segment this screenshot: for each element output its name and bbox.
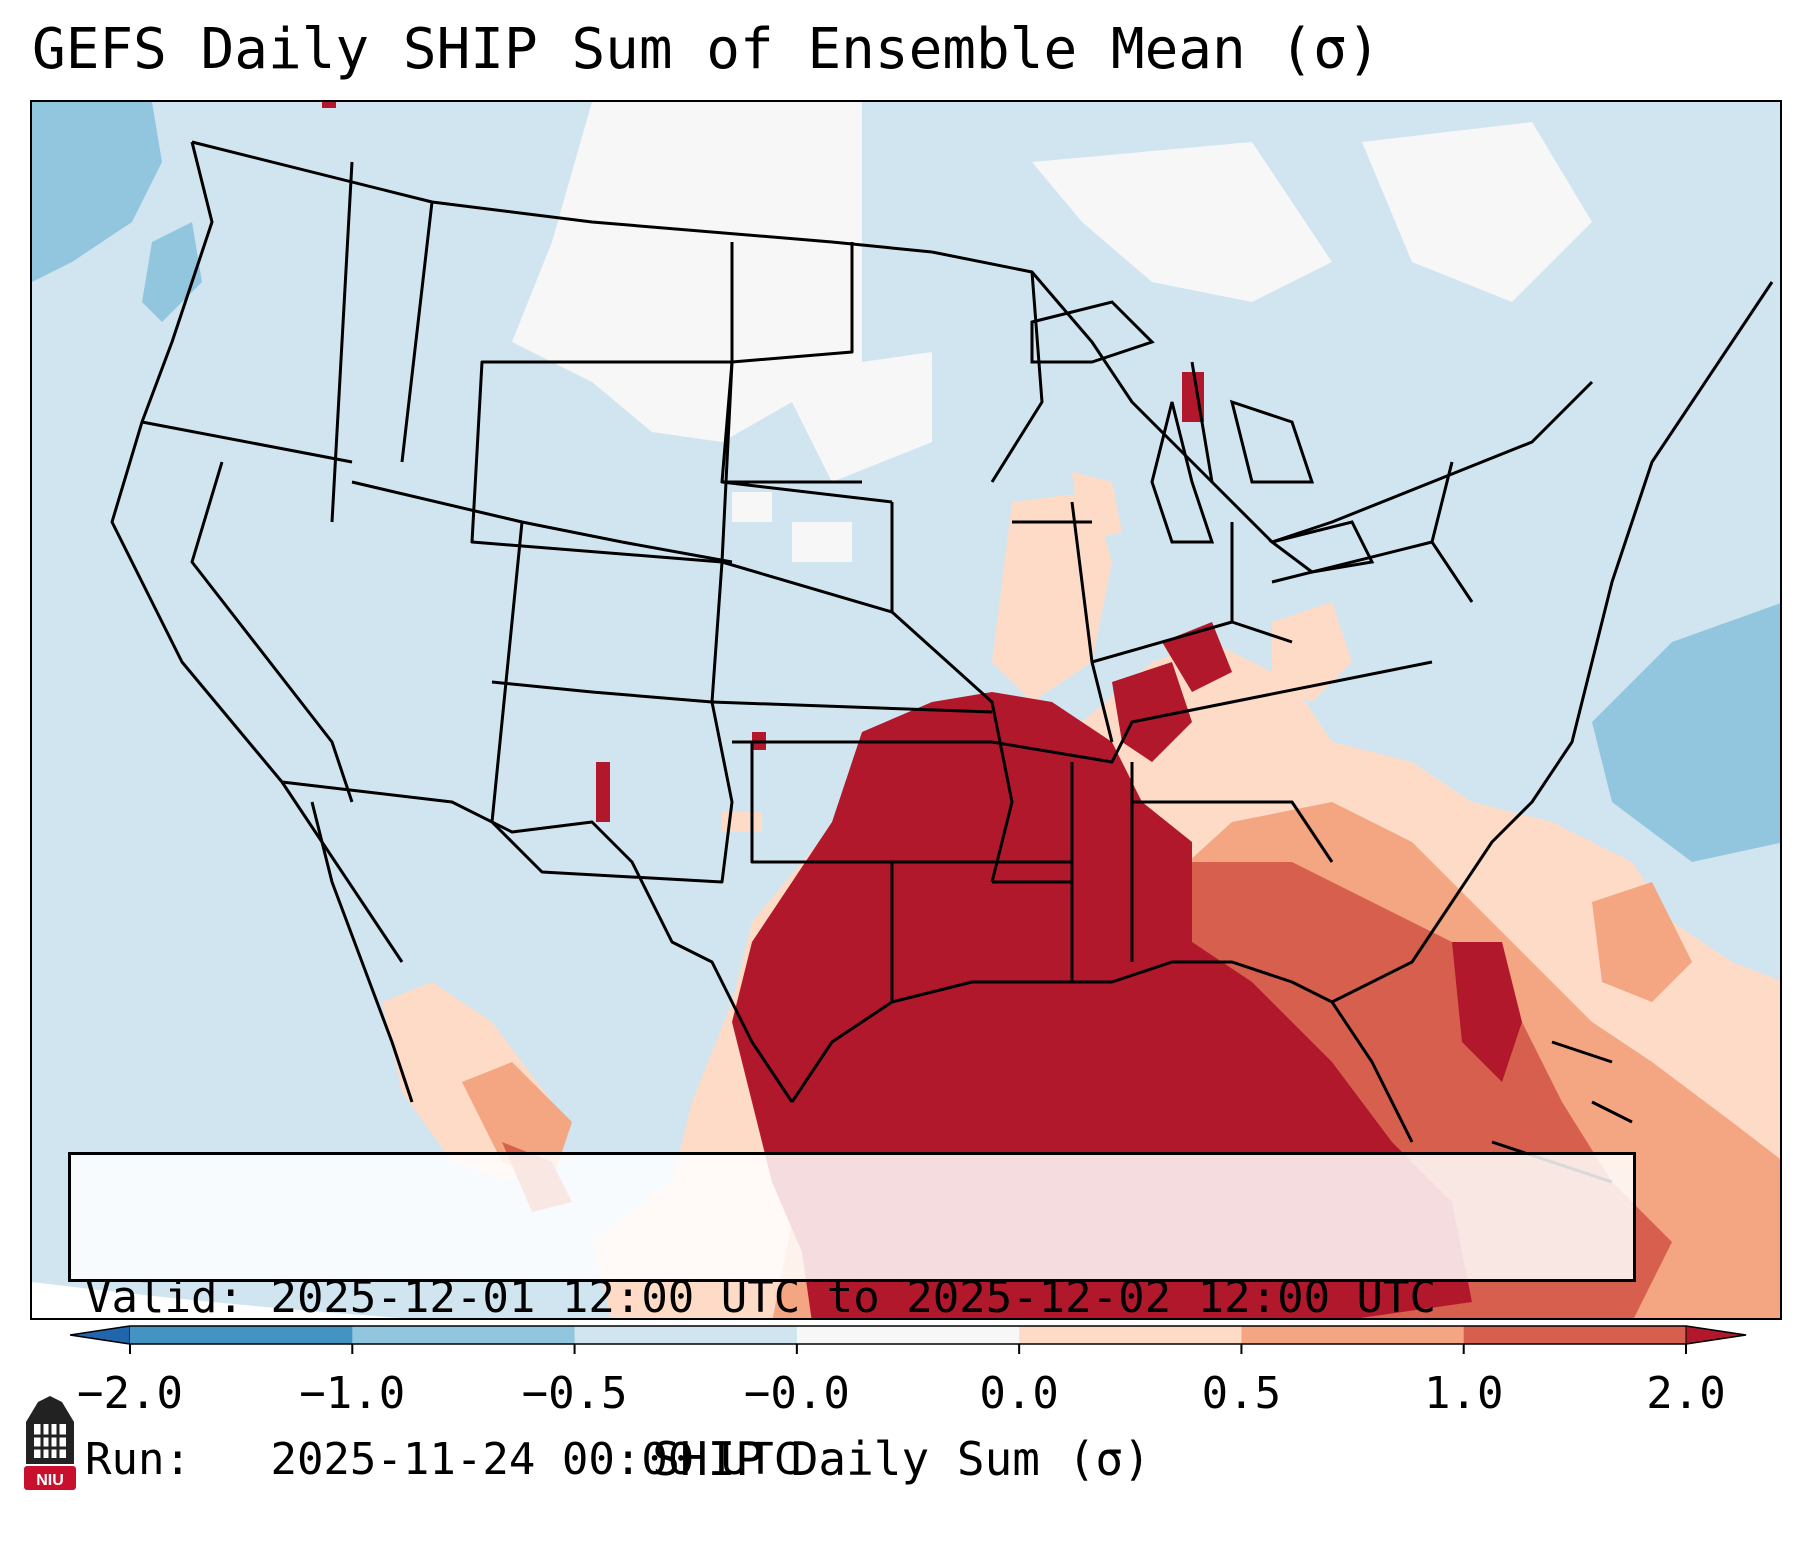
colorbar-over-triangle <box>1685 1325 1747 1345</box>
colorbar-label: SHIP Daily Sum (σ) <box>652 1432 1151 1486</box>
projection-edge <box>32 1282 401 1318</box>
colorbar-under-triangle <box>70 1325 131 1345</box>
state-boundaries <box>110 140 1774 1143</box>
colorbar-tick-label: 0.0 <box>979 1368 1058 1419</box>
colorbar-bin <box>1241 1326 1465 1344</box>
niu-logo-icon: NIU <box>24 1396 76 1490</box>
logo-text: NIU <box>36 1472 64 1489</box>
neutral-region <box>512 102 1592 562</box>
valid-row: Valid: 2025-12-01 12:00 UTC to 2025-12-0… <box>85 1271 1619 1325</box>
run-value: 2025-11-24 00:00 UTC <box>270 1434 801 1485</box>
negative-region <box>32 102 1780 1312</box>
great-lakes <box>1030 300 1375 574</box>
colorbar-tick-label: −1.0 <box>299 1368 405 1419</box>
valid-label: Valid: <box>85 1272 244 1323</box>
colorbar-bin <box>574 1326 798 1344</box>
colorbar-bin <box>352 1326 576 1344</box>
run-label: Run: <box>85 1434 191 1485</box>
colorbar-tick-label: 0.5 <box>1202 1368 1281 1419</box>
colorbar-bin <box>796 1326 1020 1344</box>
colorbar-tick-label: 2.0 <box>1646 1368 1725 1419</box>
chart-title: GEFS Daily SHIP Sum of Ensemble Mean (σ) <box>32 17 1381 82</box>
colorbar: −2.0 −1.0 −0.5 −0.0 0.0 0.5 1.0 2.0 <box>70 1325 1747 1419</box>
valid-value: 2025-12-01 12:00 UTC to 2025-12-02 12:00… <box>270 1272 1437 1323</box>
info-box: Valid: 2025-12-01 12:00 UTC to 2025-12-0… <box>68 1152 1636 1485</box>
run-row: Run: 2025-11-24 00:00 UTC <box>85 1433 1619 1487</box>
colorbar-bin <box>1019 1326 1242 1344</box>
colorbar-tick-label: 1.0 <box>1424 1368 1503 1419</box>
colorbar-tick-label: −0.0 <box>744 1368 850 1419</box>
colorbar-bin <box>130 1326 353 1344</box>
map-svg <box>32 102 1780 1318</box>
colorbar-bin <box>1463 1326 1687 1344</box>
colorbar-tick-label: −0.5 <box>522 1368 628 1419</box>
colorbar-tick-label: −2.0 <box>77 1368 183 1419</box>
map-panel <box>30 100 1782 1320</box>
